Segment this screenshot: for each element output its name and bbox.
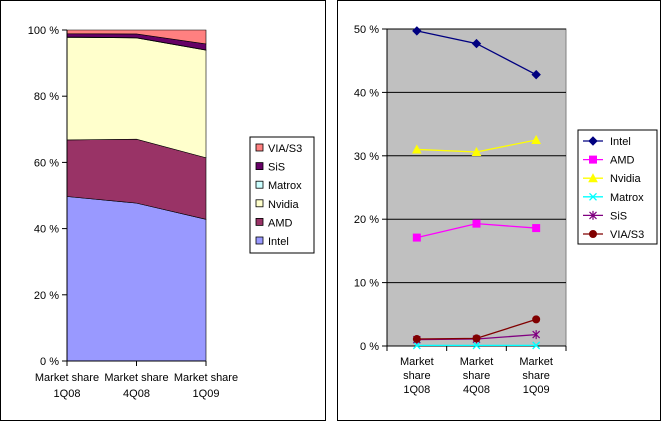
x-tick-label: 1Q08 xyxy=(403,384,430,396)
x-tick-label: Market share xyxy=(104,372,168,384)
stacked-area-chart: 0 % 20 % 40 % 60 % 80 % 100 % Market share 1Q08… xyxy=(28,25,315,400)
point-nvidia xyxy=(531,134,542,144)
point-via-s3 xyxy=(412,335,421,344)
x-tick-label: 1Q09 xyxy=(193,388,220,400)
legend-label: Matrox xyxy=(268,180,302,192)
legend-marker-nvidia xyxy=(588,173,598,183)
y-tick-label: 50 % xyxy=(354,24,379,36)
x-tick-label: share xyxy=(463,370,491,382)
x-tick-label: 1Q08 xyxy=(54,388,81,400)
point-via-s3 xyxy=(472,334,481,343)
y-tick-label: 0 % xyxy=(40,356,59,368)
plot-area xyxy=(386,28,567,347)
legend-label: SiS xyxy=(610,210,627,222)
legend-swatch xyxy=(255,162,264,171)
point-intel xyxy=(531,69,541,80)
legend-marker-matrox xyxy=(589,192,597,201)
legend-swatch xyxy=(255,217,264,226)
point-nvidia xyxy=(471,146,482,156)
legend-label: Nvidia xyxy=(610,173,641,185)
point-amd xyxy=(532,224,541,233)
point-nvidia xyxy=(411,144,422,154)
point-intel xyxy=(412,26,422,36)
area-intel xyxy=(66,196,207,362)
x-tick-label: Market xyxy=(460,356,494,368)
legend-marker-via-s3 xyxy=(589,230,597,238)
point-via-s3 xyxy=(532,315,541,324)
x-tick-label: share xyxy=(403,370,431,382)
legend-box xyxy=(577,129,658,245)
legend-label: AMD xyxy=(610,155,635,167)
y-tick-label: 30 % xyxy=(354,151,379,163)
legend-swatch xyxy=(255,180,264,189)
y-tick-label: 40 % xyxy=(354,87,379,99)
y-tick-label: 20 % xyxy=(354,214,379,226)
x-tick-label: Market share xyxy=(174,372,238,384)
legend-label: SiS xyxy=(268,162,285,174)
point-matrox xyxy=(472,341,481,350)
legend-label: Matrox xyxy=(610,192,644,204)
point-matrox xyxy=(412,341,421,350)
legend-label: VIA/S3 xyxy=(268,143,302,155)
legend-box xyxy=(249,136,315,254)
x-tick-label: Market share xyxy=(35,372,99,384)
legend-label: Intel xyxy=(268,236,289,248)
line-chart: 0 % 10 % 20 % 30 % 40 % 50 % Market share 1Q08 Ma… xyxy=(354,24,658,396)
legend-label: VIA/S3 xyxy=(610,229,644,241)
legend-label: AMD xyxy=(268,217,293,229)
y-tick-label: 10 % xyxy=(354,278,379,290)
y-tick-label: 20 % xyxy=(34,290,59,302)
legend-marker-amd xyxy=(589,155,597,164)
x-tick-label: Market xyxy=(400,356,434,368)
point-amd xyxy=(472,219,481,228)
x-tick-label: 1Q09 xyxy=(523,384,550,396)
y-tick-label: 80 % xyxy=(34,91,59,103)
point-matrox xyxy=(532,341,541,350)
legend-swatch xyxy=(255,236,264,245)
y-tick-label: 0 % xyxy=(360,341,379,353)
legend-swatch xyxy=(255,143,264,152)
y-tick-label: 60 % xyxy=(34,157,59,169)
legend-marker-sis xyxy=(589,210,597,220)
legend-swatch xyxy=(255,199,264,208)
point-intel xyxy=(471,38,482,49)
x-tick-label: share xyxy=(522,370,550,382)
legend-marker-intel xyxy=(588,136,598,146)
x-tick-label: 4Q08 xyxy=(463,384,490,396)
y-tick-label: 40 % xyxy=(34,224,59,236)
point-sis xyxy=(532,330,541,340)
x-tick-label: Market xyxy=(519,356,553,368)
legend-label: Nvidia xyxy=(268,199,299,211)
x-tick-label: 4Q08 xyxy=(123,388,150,400)
y-tick-label: 100 % xyxy=(28,25,59,37)
point-amd xyxy=(412,233,421,242)
legend-label: Intel xyxy=(610,136,631,148)
